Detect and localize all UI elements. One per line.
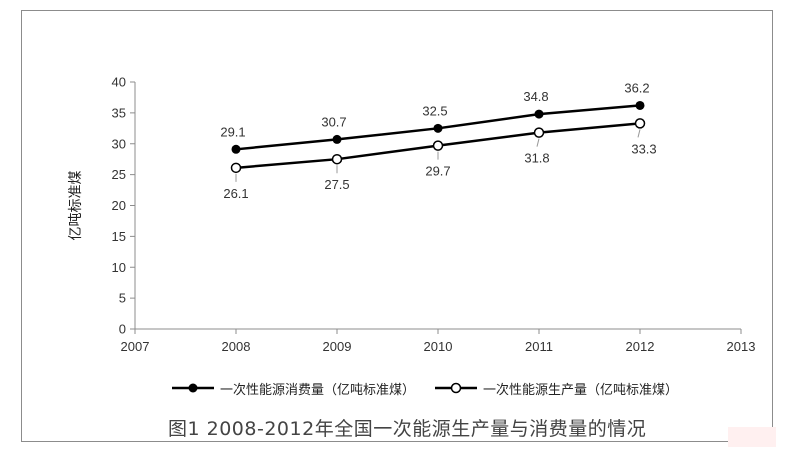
figure-caption: 图1 2008-2012年全国一次能源生产量与消费量的情况 (168, 418, 647, 440)
y-tick-label: 5 (119, 291, 126, 306)
data-point-production (331, 153, 343, 165)
legend-item-production: 一次性能源生产量（亿吨标准煤） (433, 379, 678, 398)
x-tick-label: 2007 (121, 339, 150, 354)
data-point-production (432, 140, 444, 151)
data-point-production (634, 118, 646, 129)
data-label-production: 27.5 (324, 177, 349, 192)
data-label-production: 26.1 (223, 186, 248, 201)
data-label-production: 33.3 (631, 141, 656, 156)
data-label-leader (637, 129, 641, 138)
data-label-production: 31.8 (524, 151, 549, 166)
data-point-consumption (635, 100, 645, 110)
corner-mark (728, 427, 776, 447)
data-label-consumption: 36.2 (624, 80, 649, 95)
data-label-consumption: 30.7 (321, 114, 346, 129)
data-point-consumption (433, 123, 443, 133)
legend: 一次性能源消费量（亿吨标准煤） 一次性能源生产量（亿吨标准煤） (170, 377, 678, 399)
data-label-consumption: 32.5 (422, 103, 447, 118)
data-label-consumption: 29.1 (220, 124, 245, 139)
legend-item-consumption: 一次性能源消费量（亿吨标准煤） (170, 379, 415, 398)
y-tick-label: 10 (112, 260, 126, 275)
y-tick-label: 25 (112, 167, 126, 182)
data-point-production (230, 162, 242, 174)
data-point-consumption (534, 109, 544, 119)
y-axis-title: 亿吨标准煤 (67, 171, 83, 241)
y-tick-label: 35 (112, 105, 126, 120)
legend-label-consumption: 一次性能源消费量（亿吨标准煤） (220, 382, 416, 398)
chart-frame: 0 5 10 15 20 25 30 35 40 2007 2008 2009 2010 2011 2012… (21, 10, 773, 442)
x-tick-label: 2013 (727, 339, 756, 354)
data-label-consumption: 34.8 (523, 89, 548, 104)
x-tick-label: 2008 (222, 339, 251, 354)
x-tick-label: 2011 (525, 339, 553, 354)
y-tick-label: 0 (119, 322, 126, 337)
data-point-production (533, 127, 545, 138)
y-tick-label: 20 (112, 198, 126, 213)
x-tick-label: 2012 (626, 339, 655, 354)
data-label-production: 29.7 (425, 164, 450, 179)
data-point-consumption (231, 144, 241, 154)
data-label-leader (536, 138, 540, 147)
y-tick-label: 30 (112, 136, 126, 151)
legend-label-production: 一次性能源生产量（亿吨标准煤） (483, 382, 679, 398)
y-tick-label: 15 (112, 229, 126, 244)
x-tick-label: 2010 (424, 339, 453, 354)
filled-circle-line-icon (172, 383, 214, 393)
x-tick-label: 2009 (323, 339, 352, 354)
open-circle-line-icon (435, 382, 478, 394)
data-point-consumption (332, 134, 342, 144)
line-chart: 0 5 10 15 20 25 30 35 40 2007 2008 2009 2010 2011 2012… (67, 75, 756, 355)
y-tick-label: 40 (112, 75, 126, 90)
